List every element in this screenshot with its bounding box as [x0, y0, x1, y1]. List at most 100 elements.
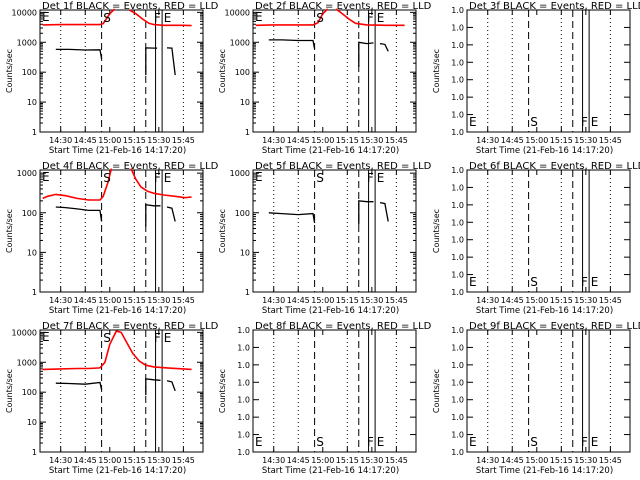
- panel-det9f: Det 9f BLACK = Events, RED = LLD 1.0 1.0 1.…: [432, 321, 640, 476]
- y-tick-label: 10000: [225, 8, 250, 17]
- phase-marker-label: E: [164, 171, 172, 185]
- phase-marker-label: S: [530, 275, 538, 289]
- y-tick-label: 1.0: [451, 271, 464, 280]
- y-tick-label: 10: [240, 248, 250, 257]
- x-axis-label: Start Time (21-Feb-16 14:17:20): [476, 466, 613, 476]
- plot-frame: [39, 169, 204, 293]
- y-tick-label: 1: [245, 128, 250, 137]
- x-tick-label: 15:30: [574, 296, 597, 305]
- x-tick-label: 15:30: [360, 456, 383, 465]
- y-axis-label: Counts/sec: [218, 369, 227, 413]
- phase-marker-label: E: [164, 331, 172, 345]
- y-tick-label: 1.0: [237, 361, 250, 370]
- phase-marker-label: F: [581, 275, 588, 289]
- events-series-line: [145, 203, 161, 227]
- y-tick-label: 1000: [230, 38, 250, 47]
- y-tick-label: 1.0: [451, 448, 464, 457]
- y-tick-label: 1.0: [237, 378, 250, 387]
- y-tick-label: 1.0: [451, 128, 464, 137]
- x-tick-label: 14:30: [49, 136, 72, 145]
- phase-marker-label: E: [591, 435, 599, 449]
- lld-series-line: [129, 9, 192, 27]
- y-tick-label: 1.0: [451, 413, 464, 422]
- plot-frame: [252, 169, 417, 293]
- lld-series-line: [255, 8, 329, 27]
- panel-det1f: Det 1f BLACK = Events, RED = LLD 1 10 100 10…: [5, 1, 219, 156]
- panel-det5f: Det 5f BLACK = Events, RED = LLD 1 10 100 10…: [218, 161, 432, 316]
- events-series-line: [166, 380, 176, 392]
- x-tick-label: 15:15: [123, 296, 146, 305]
- y-tick-label: 10: [27, 248, 37, 257]
- phase-marker-label: F: [581, 115, 588, 129]
- phase-marker-label: F: [367, 171, 374, 185]
- y-tick-label: 1.0: [451, 396, 464, 405]
- x-tick-label: 15:15: [336, 296, 359, 305]
- time-marker-lines: [60, 170, 184, 292]
- y-tick-label: 1.0: [451, 288, 464, 297]
- y-tick-label: 1.0: [451, 166, 464, 175]
- x-tick-label: 15:00: [98, 136, 121, 145]
- panel-title: Det 4f BLACK = Events, RED = LLD: [42, 161, 219, 172]
- events-series-line: [145, 378, 161, 396]
- phase-marker-label: S: [530, 435, 538, 449]
- y-tick-label: 1.0: [237, 343, 250, 352]
- y-tick-label: 1.0: [237, 326, 250, 335]
- x-tick-label: 15:00: [311, 296, 334, 305]
- plot-frame: [39, 9, 204, 133]
- panel-det4f: Det 4f BLACK = Events, RED = LLD 1 10 100 10…: [5, 161, 219, 316]
- panel-det2f: Det 2f BLACK = Events, RED = LLD 1 10 100 10…: [218, 1, 432, 156]
- phase-marker-label: E: [164, 11, 172, 25]
- y-tick-label: 1.0: [451, 326, 464, 335]
- phase-marker-label: E: [255, 10, 263, 24]
- time-marker-lines: [273, 170, 397, 292]
- x-tick-label: 15:15: [550, 296, 573, 305]
- y-axis-label: Counts/sec: [5, 209, 14, 253]
- x-tick-label: 15:00: [98, 456, 121, 465]
- events-series-line: [55, 206, 103, 222]
- x-tick-label: 15:45: [385, 296, 408, 305]
- x-axis-label: Start Time (21-Feb-16 14:17:20): [49, 466, 186, 476]
- phase-marker-label: E: [469, 435, 477, 449]
- y-tick-label: 1.0: [451, 6, 464, 15]
- phase-marker-label: F: [367, 435, 374, 449]
- x-tick-label: 15:15: [336, 456, 359, 465]
- phase-marker-label: F: [154, 11, 161, 25]
- events-series-line: [268, 39, 316, 50]
- y-tick-label: 1: [245, 288, 250, 297]
- panel-title: Det 7f BLACK = Events, RED = LLD: [42, 321, 219, 332]
- x-tick-label: 14:30: [476, 296, 499, 305]
- x-tick-label: 15:30: [360, 136, 383, 145]
- y-tick-label: 1.0: [237, 413, 250, 422]
- y-tick-label: 1.0: [451, 183, 464, 192]
- phase-marker-label: S: [530, 115, 538, 129]
- phase-marker-label: E: [42, 10, 50, 24]
- y-tick-label: 10: [27, 418, 37, 427]
- panel-det6f: Det 6f BLACK = Events, RED = LLD 1.0 1.0 1.…: [432, 161, 640, 316]
- time-marker-lines: [487, 10, 611, 132]
- events-series-line: [379, 201, 389, 222]
- y-axis-label: Counts/sec: [218, 49, 227, 93]
- y-tick-label: 10000: [12, 8, 37, 17]
- x-tick-label: 15:15: [123, 456, 146, 465]
- x-tick-label: 14:45: [74, 296, 97, 305]
- events-series-line: [166, 47, 176, 76]
- plot-frame: [466, 9, 631, 133]
- x-tick-label: 15:00: [525, 456, 548, 465]
- x-tick-label: 15:30: [360, 296, 383, 305]
- x-tick-label: 15:00: [311, 136, 334, 145]
- y-tick-label: 100: [235, 209, 250, 218]
- x-tick-label: 15:45: [172, 136, 195, 145]
- x-tick-label: 15:30: [147, 136, 170, 145]
- y-tick-label: 1: [32, 128, 37, 137]
- y-tick-label: 100: [22, 388, 37, 397]
- y-tick-label: 1.0: [451, 343, 464, 352]
- events-series-line: [145, 47, 158, 76]
- x-tick-label: 14:45: [74, 136, 97, 145]
- y-tick-label: 1.0: [451, 93, 464, 102]
- x-tick-label: 14:30: [49, 296, 72, 305]
- phase-marker-label: S: [103, 171, 111, 185]
